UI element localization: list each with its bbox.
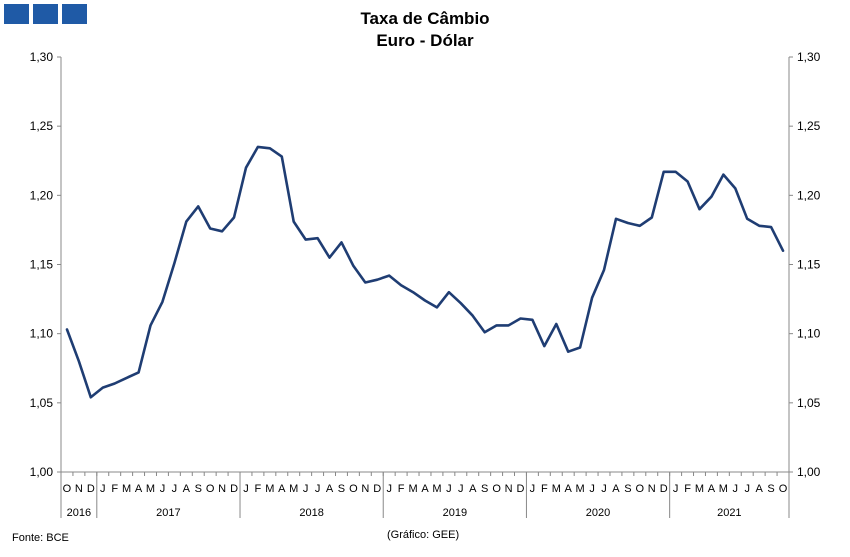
x-tick-label: A [326,483,334,495]
x-tick-label: J [315,483,321,495]
chart-title-line2: Euro - Dólar [376,31,474,50]
x-tick-label: J [243,483,249,495]
x-tick-label: D [230,483,238,495]
x-tick-label: S [195,483,202,495]
y-tick-label-left: 1,00 [30,465,54,479]
x-tick-label: A [469,483,477,495]
y-tick-label-right: 1,15 [797,258,821,272]
series-line [65,145,785,399]
x-tick-label: J [303,483,309,495]
x-tick-label: F [398,483,405,495]
x-tick-label: F [111,483,118,495]
x-tick-label: D [516,483,524,495]
x-tick-label: M [432,483,441,495]
x-tick-label: N [648,483,656,495]
x-tick-label: N [75,483,83,495]
x-tick-label: M [719,483,728,495]
year-label: 2021 [717,507,741,519]
x-tick-label: F [255,483,262,495]
x-tick-label: M [122,483,131,495]
x-tick-label: S [624,483,631,495]
x-tick-label: D [373,483,381,495]
x-tick-label: M [408,483,417,495]
x-tick-label: J [458,483,464,495]
x-tick-label: J [100,483,106,495]
x-tick-label: O [349,483,358,495]
x-tick-label: S [338,483,345,495]
x-tick-label: J [160,483,166,495]
year-label: 2020 [586,507,610,519]
y-tick-label-left: 1,05 [30,396,54,410]
x-tick-label: O [492,483,501,495]
year-label: 2016 [67,507,91,519]
x-tick-label: J [589,483,595,495]
x-tick-label: S [767,483,774,495]
x-tick-label: S [481,483,488,495]
x-tick-label: A [183,483,191,495]
y-tick-label-left: 1,25 [30,119,54,133]
x-tick-label: N [361,483,369,495]
credit-note: (Gráfico: GEE) [387,529,460,541]
y-tick-label-left: 1,20 [30,188,54,202]
y-tick-label-left: 1,15 [30,258,54,272]
x-tick-label: J [673,483,679,495]
y-tick-label-right: 1,10 [797,327,821,341]
x-tick-label: J [530,483,536,495]
x-tick-label: F [541,483,548,495]
x-tick-label: J [601,483,607,495]
year-label: 2017 [156,507,180,519]
x-tick-label: A [278,483,286,495]
year-label: 2019 [443,507,467,519]
x-tick-label: N [218,483,226,495]
x-tick-label: J [446,483,452,495]
x-tick-label: O [206,483,215,495]
y-tick-label-right: 1,05 [797,396,821,410]
x-tick-label: O [63,483,72,495]
x-tick-label: J [733,483,739,495]
x-tick-label: O [779,483,788,495]
x-tick-label: A [565,483,573,495]
x-tick-label: M [146,483,155,495]
x-tick-label: J [744,483,750,495]
chart-title: Taxa de Câmbio Euro - Dólar [0,8,850,52]
x-tick-label: N [505,483,513,495]
x-tick-label: M [576,483,585,495]
x-tick-label: A [708,483,716,495]
source-note: Fonte: BCE [12,532,69,544]
x-tick-label: A [135,483,143,495]
x-tick-label: M [695,483,704,495]
y-tick-label-left: 1,30 [30,50,54,64]
y-tick-label-right: 1,00 [797,465,821,479]
y-tick-label-left: 1,10 [30,327,54,341]
x-tick-label: A [612,483,620,495]
x-tick-label: M [265,483,274,495]
x-tick-label: J [386,483,392,495]
x-tick-label: D [87,483,95,495]
x-tick-label: O [636,483,645,495]
x-tick-label: M [552,483,561,495]
y-tick-label-right: 1,30 [797,50,821,64]
logo [4,4,87,24]
x-tick-label: A [421,483,429,495]
x-tick-label: D [660,483,668,495]
x-tick-label: A [755,483,763,495]
x-tick-label: M [289,483,298,495]
year-label: 2018 [299,507,323,519]
x-tick-label: F [684,483,691,495]
x-tick-label: J [172,483,178,495]
chart-title-line1: Taxa de Câmbio [360,9,490,28]
y-tick-label-right: 1,20 [797,188,821,202]
y-tick-label-right: 1,25 [797,119,821,133]
